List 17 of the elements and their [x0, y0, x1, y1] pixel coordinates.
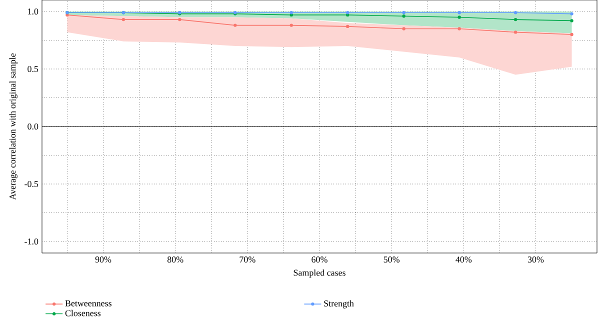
x-tick-label: 30% — [528, 256, 544, 263]
y-tick-label: 0.0 — [28, 123, 38, 130]
x-tick-label: 90% — [95, 256, 112, 263]
x-axis-title: Sampled cases — [294, 269, 346, 278]
y-tick-label: 0.5 — [28, 66, 38, 72]
y-tick-label: -0.5 — [24, 180, 38, 188]
x-tick-label: 40% — [456, 256, 472, 263]
y-axis-title: Average correlation with original sample — [9, 53, 18, 200]
x-tick-label: 70% — [240, 256, 256, 263]
legend-label: Betweenness — [65, 300, 112, 306]
x-tick-label: 60% — [312, 256, 328, 263]
y-tick-label: 1.0 — [28, 8, 38, 15]
x-tick-label: 80% — [167, 256, 184, 263]
legend-label: Closeness — [65, 310, 101, 316]
legend-label: Strength — [324, 300, 354, 308]
x-tick-label: 50% — [384, 256, 400, 263]
y-tick-label: -1.0 — [24, 238, 38, 245]
